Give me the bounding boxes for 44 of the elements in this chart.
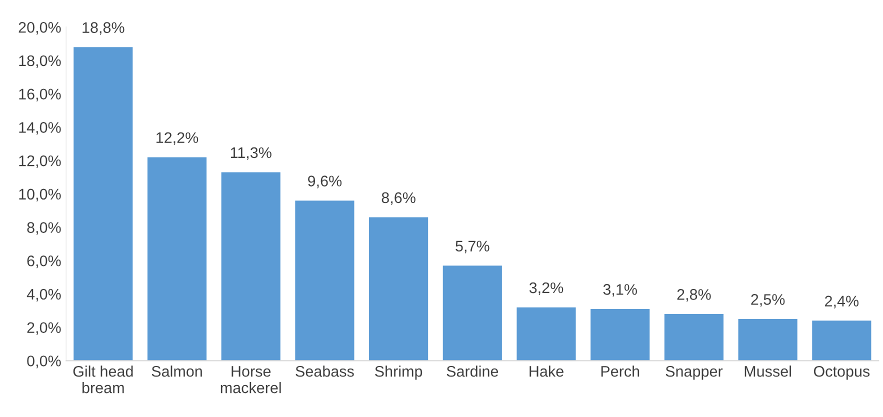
- bar: [738, 319, 798, 361]
- y-tick-label: 20,0%: [18, 22, 61, 35]
- data-label: 2,5%: [751, 294, 785, 307]
- y-tick-label: 6,0%: [27, 255, 61, 268]
- x-tick-label: Salmon: [152, 366, 202, 377]
- y-tick-label: 0,0%: [27, 356, 61, 368]
- y-tick-label: 10,0%: [19, 188, 61, 202]
- bar: [812, 320, 872, 361]
- bar: [74, 47, 133, 361]
- x-tick-label: Snapper: [666, 366, 723, 380]
- x-tick-label: Perch: [601, 366, 640, 377]
- y-tick-label: 12,0%: [19, 155, 61, 168]
- data-label: 12,2%: [156, 132, 198, 145]
- data-label: 2,4%: [825, 296, 859, 308]
- data-label: 18,8%: [82, 22, 124, 35]
- bar: [369, 217, 428, 361]
- x-tick-label: Mussel: [744, 366, 791, 377]
- y-tick-label: 18,0%: [19, 55, 61, 68]
- data-label: 9,6%: [308, 176, 342, 188]
- bar: [295, 200, 354, 361]
- bar: [147, 157, 207, 361]
- x-tick-label: Sardine: [446, 366, 498, 377]
- data-label: 3,2%: [529, 282, 564, 296]
- bar: [221, 172, 280, 361]
- y-tick-label: 16,0%: [19, 88, 61, 102]
- bar: [590, 308, 650, 361]
- y-tick-label: 4,0%: [26, 288, 61, 302]
- x-tick-label: Shrimp: [375, 366, 422, 380]
- bar: [442, 266, 502, 361]
- y-tick-label: 2,0%: [27, 322, 61, 335]
- x-tick-label: Horse mackerel: [220, 366, 281, 394]
- y-tick-label: 14,0%: [19, 122, 61, 135]
- bar: [516, 307, 576, 361]
- data-label: 2,8%: [677, 289, 711, 302]
- data-label: 8,6%: [382, 192, 416, 205]
- y-tick-label: 8,0%: [27, 222, 61, 235]
- data-label: 5,7%: [456, 240, 490, 254]
- x-tick-label: Gilt head bream: [73, 366, 133, 394]
- data-label: 11,3%: [230, 147, 272, 160]
- x-tick-label: Octopus: [814, 366, 870, 380]
- bar: [664, 314, 724, 361]
- x-tick-label: Hake: [530, 366, 564, 377]
- x-tick-label: Seabass: [296, 366, 354, 377]
- data-label: 3,1%: [603, 284, 637, 297]
